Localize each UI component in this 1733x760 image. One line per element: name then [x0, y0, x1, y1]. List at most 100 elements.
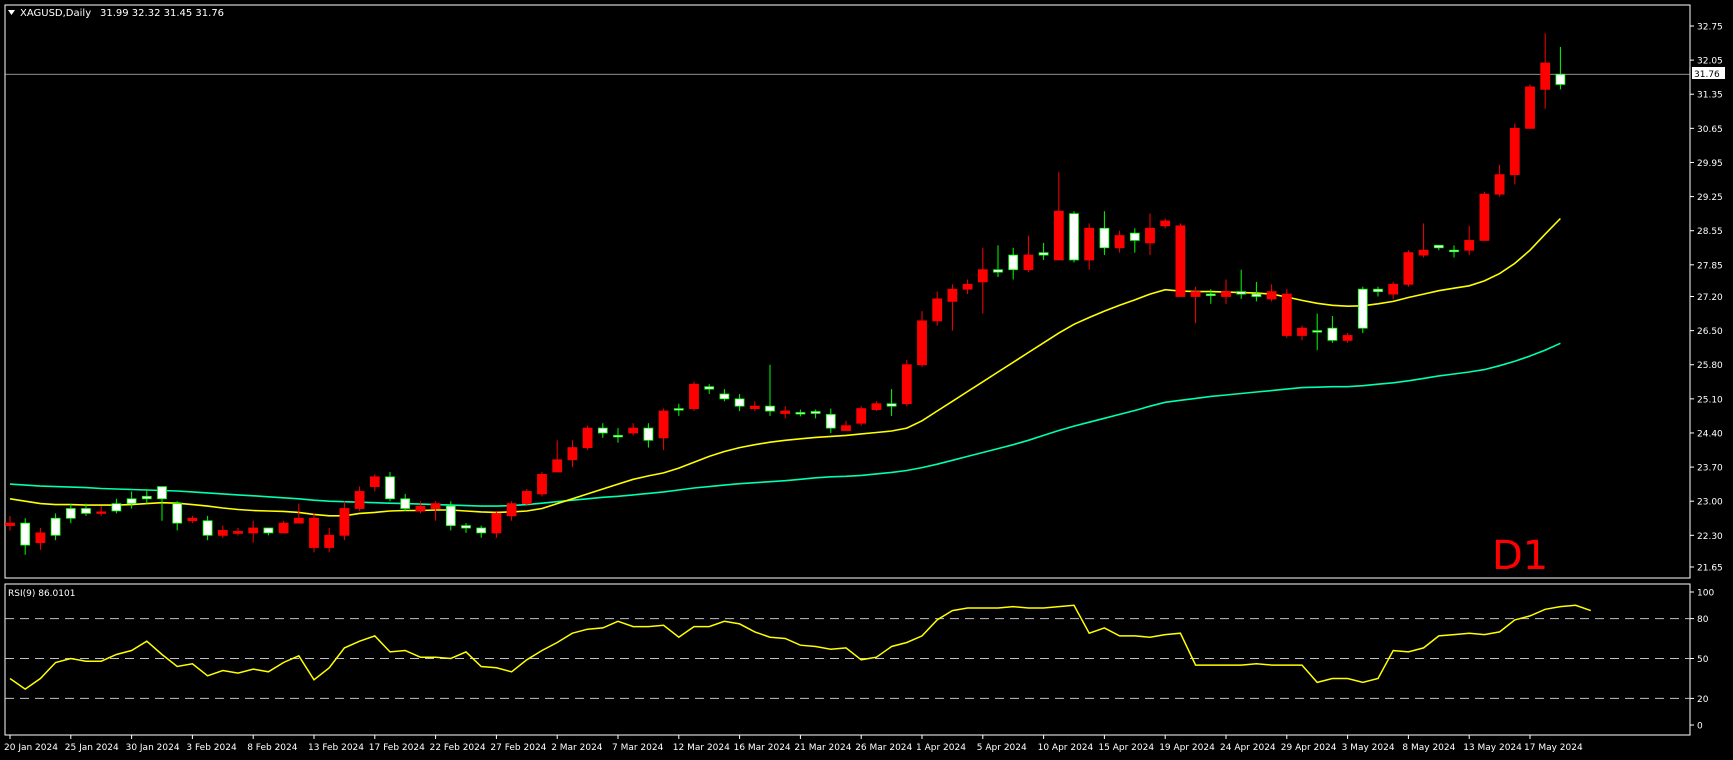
- candle[interactable]: [1236, 269, 1247, 299]
- candle[interactable]: [856, 406, 867, 426]
- candle[interactable]: [1540, 33, 1551, 109]
- candle[interactable]: [126, 491, 137, 509]
- candle[interactable]: [461, 523, 471, 533]
- candle[interactable]: [1205, 289, 1216, 304]
- candle[interactable]: [780, 406, 791, 419]
- candle[interactable]: [1433, 244, 1444, 251]
- candle[interactable]: [765, 364, 775, 416]
- candle[interactable]: [324, 528, 335, 553]
- candle[interactable]: [476, 525, 487, 538]
- candle[interactable]: [263, 527, 274, 536]
- candle[interactable]: [932, 291, 943, 326]
- candle[interactable]: [886, 389, 897, 416]
- candle[interactable]: [825, 408, 836, 433]
- candle[interactable]: [339, 501, 350, 541]
- candle[interactable]: [233, 528, 243, 536]
- candle[interactable]: [1069, 211, 1079, 263]
- candle[interactable]: [1525, 84, 1535, 129]
- candle[interactable]: [35, 528, 46, 550]
- candle[interactable]: [1509, 123, 1520, 185]
- candle[interactable]: [217, 525, 228, 538]
- candle[interactable]: [1373, 286, 1383, 297]
- candle[interactable]: [810, 409, 821, 419]
- candle[interactable]: [1023, 235, 1034, 273]
- candle[interactable]: [1129, 228, 1140, 253]
- candle[interactable]: [65, 503, 76, 524]
- candle[interactable]: [1221, 279, 1231, 304]
- candle[interactable]: [1251, 281, 1262, 302]
- candle[interactable]: [1464, 225, 1475, 256]
- candle[interactable]: [248, 520, 259, 543]
- candle[interactable]: [1084, 223, 1095, 270]
- candle[interactable]: [81, 503, 91, 516]
- candle[interactable]: [1494, 164, 1505, 197]
- candle[interactable]: [202, 515, 213, 541]
- candle[interactable]: [537, 471, 547, 497]
- candle[interactable]: [111, 498, 122, 514]
- candle[interactable]: [1145, 213, 1155, 256]
- candle[interactable]: [871, 401, 882, 412]
- candle[interactable]: [673, 403, 684, 416]
- candle[interactable]: [552, 440, 563, 473]
- candle[interactable]: [1555, 46, 1566, 90]
- candle[interactable]: [521, 489, 532, 507]
- candle[interactable]: [1312, 313, 1323, 351]
- candle[interactable]: [734, 393, 745, 412]
- candle[interactable]: [400, 493, 411, 511]
- candle[interactable]: [1403, 250, 1414, 287]
- candle[interactable]: [841, 420, 851, 431]
- candle[interactable]: [582, 425, 593, 451]
- candle[interactable]: [1342, 333, 1353, 343]
- candle[interactable]: [293, 503, 304, 524]
- candle[interactable]: [795, 409, 806, 417]
- candle[interactable]: [430, 501, 441, 521]
- candle[interactable]: [1479, 191, 1490, 241]
- candle[interactable]: [1099, 211, 1110, 256]
- candle[interactable]: [567, 440, 578, 468]
- candle[interactable]: [187, 515, 198, 524]
- candle[interactable]: [1038, 242, 1049, 260]
- candle[interactable]: [613, 428, 623, 443]
- candle[interactable]: [1388, 281, 1399, 299]
- candle[interactable]: [689, 381, 699, 412]
- candle[interactable]: [628, 423, 639, 436]
- candle[interactable]: [1297, 325, 1307, 341]
- candle[interactable]: [5, 515, 15, 531]
- candle[interactable]: [1418, 223, 1429, 258]
- candle[interactable]: [309, 513, 319, 553]
- candle[interactable]: [993, 245, 1003, 278]
- candle[interactable]: [157, 486, 167, 521]
- candle[interactable]: [20, 518, 31, 555]
- candle[interactable]: [50, 513, 61, 541]
- candle[interactable]: [1190, 286, 1201, 324]
- candle[interactable]: [369, 474, 380, 492]
- candle[interactable]: [597, 423, 608, 438]
- candle[interactable]: [704, 384, 715, 394]
- candle[interactable]: [1053, 172, 1064, 261]
- candle[interactable]: [506, 501, 517, 521]
- candle[interactable]: [96, 506, 107, 516]
- candle[interactable]: [901, 359, 912, 407]
- candle[interactable]: [1114, 230, 1125, 253]
- candle[interactable]: [1327, 315, 1338, 343]
- candle[interactable]: [172, 501, 183, 531]
- candle[interactable]: [1175, 223, 1186, 297]
- candle[interactable]: [354, 486, 365, 511]
- candle[interactable]: [749, 401, 760, 412]
- candle[interactable]: [491, 510, 502, 538]
- candle[interactable]: [1281, 289, 1292, 338]
- candle[interactable]: [415, 501, 426, 514]
- candle[interactable]: [278, 520, 289, 534]
- candle[interactable]: [1008, 247, 1019, 280]
- candle[interactable]: [962, 279, 973, 295]
- candle[interactable]: [1266, 284, 1277, 302]
- candle[interactable]: [1449, 245, 1459, 258]
- candle[interactable]: [445, 501, 456, 531]
- candle[interactable]: [658, 408, 669, 451]
- candle[interactable]: [643, 423, 654, 448]
- candle[interactable]: [977, 247, 988, 314]
- candle[interactable]: [1357, 286, 1368, 334]
- candle[interactable]: [947, 284, 958, 331]
